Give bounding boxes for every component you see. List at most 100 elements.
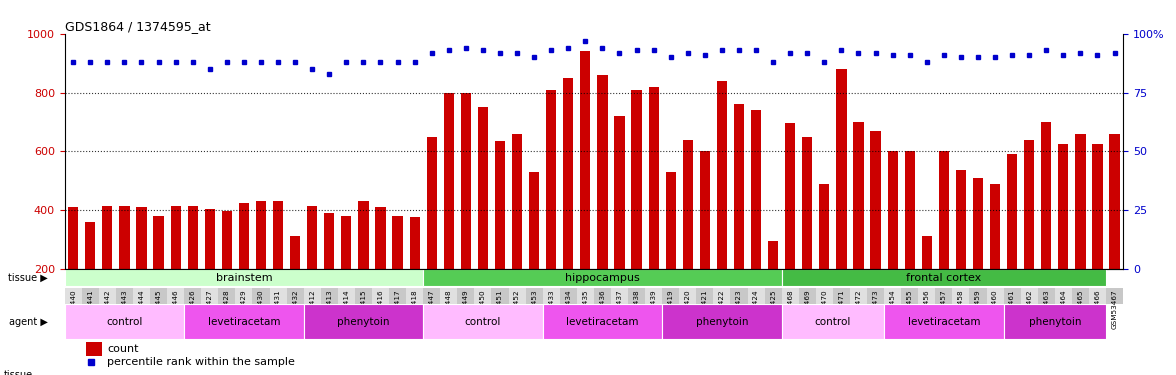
Text: GSM53453: GSM53453	[532, 289, 537, 328]
Bar	[495, 141, 506, 269]
Text: levetiracetam: levetiracetam	[566, 316, 639, 327]
Bar	[662, 304, 782, 339]
Bar	[303, 288, 321, 304]
Bar	[730, 288, 748, 304]
Text: control: control	[815, 316, 851, 327]
Text: levetiracetam: levetiracetam	[908, 316, 980, 327]
Text: GSM53433: GSM53433	[548, 289, 554, 328]
Bar	[222, 211, 232, 269]
Bar	[423, 304, 542, 339]
Bar	[205, 209, 215, 269]
Bar	[768, 241, 779, 269]
Bar	[492, 288, 508, 304]
Bar	[185, 304, 303, 339]
Text: GSM53464: GSM53464	[1061, 289, 1067, 328]
Bar	[461, 93, 470, 269]
Bar	[696, 288, 714, 304]
Bar	[409, 217, 420, 269]
Text: tissue ▶: tissue ▶	[8, 273, 47, 283]
Bar	[904, 151, 915, 269]
Bar	[751, 110, 761, 269]
Bar	[918, 288, 935, 304]
Text: agent ▶: agent ▶	[8, 316, 47, 327]
Bar	[580, 51, 590, 269]
Text: phenytoin: phenytoin	[1029, 316, 1081, 327]
Bar	[372, 288, 389, 304]
Bar	[406, 288, 423, 304]
Bar	[935, 288, 953, 304]
Text: GSM53462: GSM53462	[1027, 289, 1033, 328]
Bar	[201, 288, 219, 304]
Text: GSM53451: GSM53451	[497, 289, 503, 328]
Bar	[969, 288, 987, 304]
Bar	[953, 288, 969, 304]
Bar	[546, 90, 556, 269]
Bar	[802, 136, 813, 269]
Bar	[235, 288, 253, 304]
Bar	[680, 288, 696, 304]
Bar	[325, 213, 334, 269]
Text: GSM53439: GSM53439	[650, 289, 656, 328]
Text: GSM53447: GSM53447	[429, 289, 435, 328]
Text: GSM53423: GSM53423	[736, 289, 742, 328]
Bar	[734, 104, 744, 269]
Text: GSM53444: GSM53444	[139, 289, 145, 328]
Bar	[956, 170, 965, 269]
Bar	[355, 288, 372, 304]
Bar	[86, 342, 102, 356]
Text: GSM53442: GSM53442	[105, 289, 111, 328]
Text: GSM53424: GSM53424	[753, 289, 759, 328]
Text: GSM53467: GSM53467	[1111, 289, 1117, 328]
Text: levetiracetam: levetiracetam	[208, 316, 280, 327]
Bar	[85, 222, 95, 269]
Text: GSM53469: GSM53469	[804, 289, 810, 328]
Text: control: control	[106, 316, 142, 327]
Bar	[68, 207, 79, 269]
Text: GSM53468: GSM53468	[787, 289, 793, 328]
Text: GSM53414: GSM53414	[343, 289, 349, 328]
Text: GSM53432: GSM53432	[292, 289, 299, 328]
Bar	[338, 288, 355, 304]
Bar	[290, 237, 300, 269]
Text: GSM53427: GSM53427	[207, 289, 213, 328]
Text: GSM53457: GSM53457	[941, 289, 947, 328]
Text: GSM53422: GSM53422	[719, 289, 724, 328]
Bar	[512, 134, 522, 269]
Text: GDS1864 / 1374595_at: GDS1864 / 1374595_at	[65, 20, 211, 33]
Text: GSM53413: GSM53413	[326, 289, 333, 328]
Bar	[1058, 144, 1069, 269]
Text: GSM53417: GSM53417	[395, 289, 401, 328]
Bar	[440, 288, 457, 304]
Bar	[102, 206, 113, 269]
Bar	[508, 288, 526, 304]
Bar	[273, 201, 283, 269]
Text: hippocampus: hippocampus	[564, 273, 640, 283]
Text: GSM53418: GSM53418	[412, 289, 417, 328]
Bar	[188, 206, 198, 269]
Text: GSM53428: GSM53428	[223, 289, 229, 328]
Bar	[253, 288, 269, 304]
Text: GSM53461: GSM53461	[1009, 289, 1015, 328]
Text: GSM53415: GSM53415	[360, 289, 367, 328]
Text: GSM53421: GSM53421	[702, 289, 708, 328]
Bar	[990, 184, 1000, 269]
Bar	[256, 201, 266, 269]
Bar	[938, 151, 949, 269]
Bar	[287, 288, 303, 304]
Bar	[884, 288, 901, 304]
Bar	[82, 288, 99, 304]
Text: GSM53446: GSM53446	[173, 289, 179, 328]
Text: brainstem: brainstem	[215, 273, 272, 283]
Text: percentile rank within the sample: percentile rank within the sample	[107, 357, 295, 367]
Bar	[973, 178, 983, 269]
Bar	[786, 123, 795, 269]
Text: GSM53438: GSM53438	[634, 289, 640, 328]
Bar	[1003, 288, 1021, 304]
Bar	[884, 304, 1003, 339]
Text: control: control	[465, 316, 501, 327]
Text: GSM53437: GSM53437	[616, 289, 622, 328]
Text: GSM53472: GSM53472	[855, 289, 862, 328]
Bar	[153, 216, 163, 269]
Text: GSM53455: GSM53455	[907, 289, 913, 328]
Bar	[816, 288, 833, 304]
